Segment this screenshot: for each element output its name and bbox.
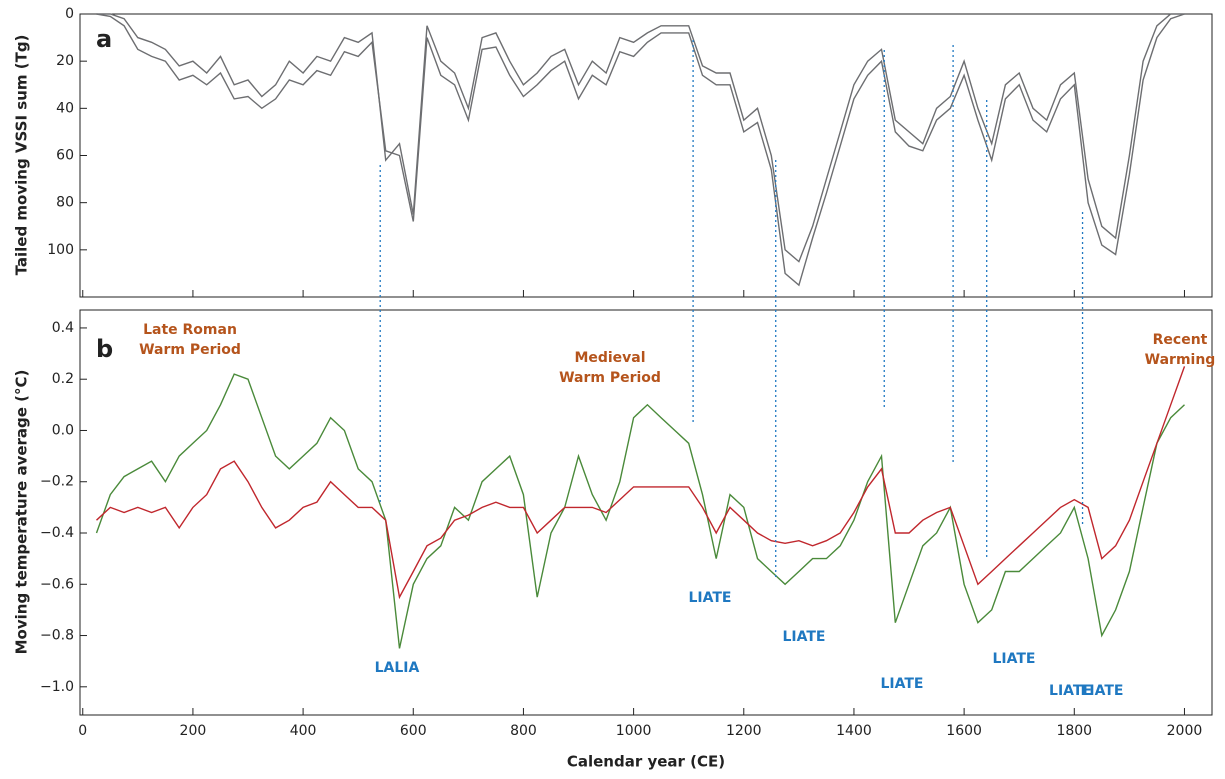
x-tick-label: 0 (78, 723, 87, 739)
period-label: Warm Period (559, 370, 661, 386)
y-tick-label: 80 (56, 195, 74, 211)
y-tick-label: 0 (65, 6, 74, 22)
x-tick-label: 1200 (726, 723, 762, 739)
y-tick-label: −0.4 (40, 525, 74, 541)
y-tick-label: −0.2 (40, 474, 74, 490)
series-line (96, 366, 1186, 600)
event-label: LIATE (1049, 683, 1092, 699)
y-tick-label: 0.2 (52, 371, 74, 387)
y-axis-label: Tailed moving VSSI sum (Tg) (13, 35, 31, 276)
y-tick-label: −0.8 (40, 628, 74, 644)
period-label: Warm Period (139, 342, 241, 358)
y-tick-label: 40 (56, 100, 74, 116)
x-tick-label: 1600 (946, 723, 982, 739)
y-tick-label: 60 (56, 148, 74, 164)
x-tick-label: 400 (290, 723, 317, 739)
y-tick-label: −1.0 (40, 679, 74, 695)
y-tick-label: 0.0 (52, 422, 74, 438)
event-label: LIATE (689, 590, 732, 606)
y-tick-label: 0.4 (52, 320, 74, 336)
x-tick-label: 1400 (836, 723, 872, 739)
y-axis-label: Moving temperature average (°C) (13, 370, 31, 655)
period-label: Late Roman (143, 322, 237, 338)
x-tick-label: 1800 (1056, 723, 1092, 739)
series-line (96, 13, 1185, 263)
x-tick-label: 2000 (1167, 723, 1203, 739)
x-tick-label: 200 (180, 723, 207, 739)
event-label: LIATE (881, 676, 924, 692)
event-label: LALIA (375, 660, 420, 676)
panel-label: b (96, 335, 113, 363)
y-tick-label: 20 (56, 53, 74, 69)
series-line (96, 13, 1185, 287)
x-tick-label: 800 (510, 723, 537, 739)
y-tick-label: −0.6 (40, 576, 74, 592)
event-label: LIATE (783, 629, 826, 645)
panel-a-frame (79, 13, 1213, 298)
y-tick-label: 100 (47, 242, 74, 258)
series-line (95, 373, 1185, 649)
period-label: Warming (1145, 352, 1216, 368)
x-tick-label: 600 (400, 723, 427, 739)
event-label: LIATE (993, 651, 1036, 667)
panel-label: a (96, 25, 112, 53)
x-tick-label: 1000 (616, 723, 652, 739)
event-label: LIATE (1081, 683, 1124, 699)
x-axis-label: Calendar year (CE) (567, 753, 725, 771)
panel-b-frame (79, 309, 1213, 716)
period-label: Recent (1153, 332, 1208, 348)
period-label: Medieval (574, 350, 645, 366)
